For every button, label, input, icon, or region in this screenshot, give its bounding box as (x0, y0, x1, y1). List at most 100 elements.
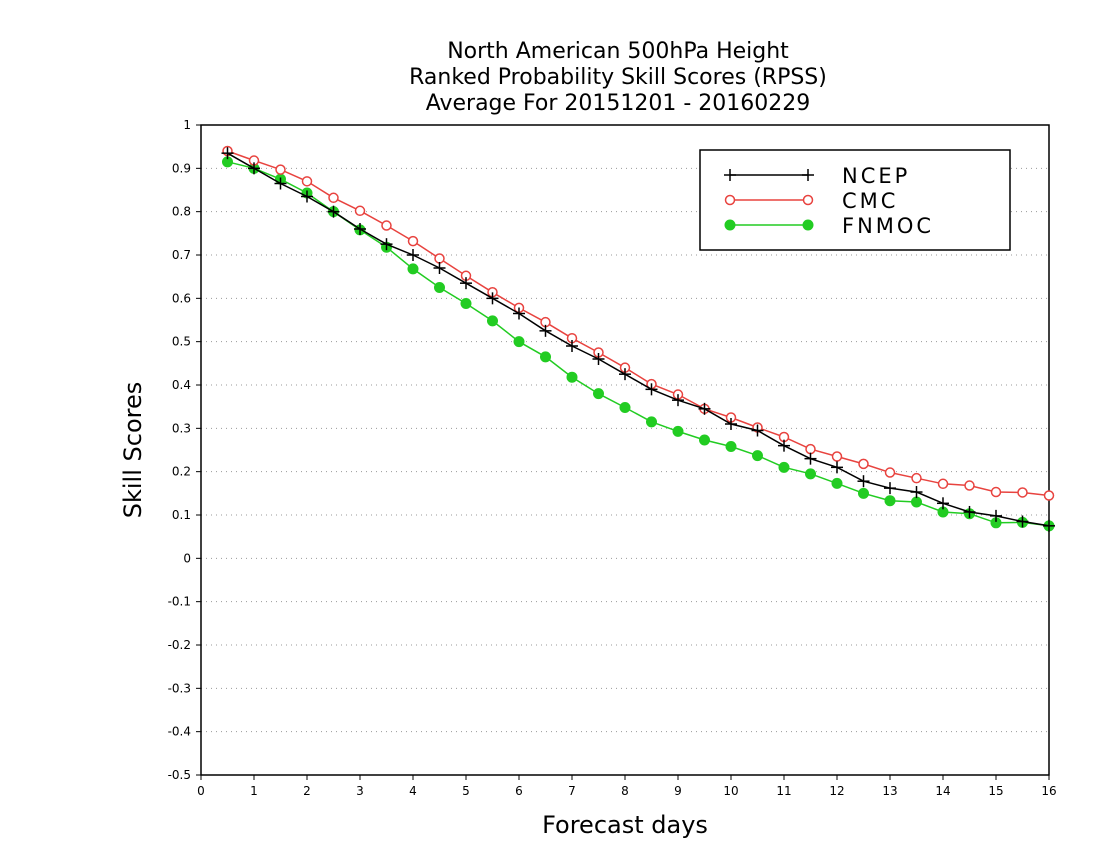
data-point-ncep (539, 324, 552, 337)
x-tick-label: 1 (250, 784, 258, 798)
x-tick-label: 3 (356, 784, 364, 798)
data-point-cmc (1043, 490, 1055, 501)
y-tick-label: 0.5 (172, 335, 191, 349)
data-point-fnmoc (778, 461, 790, 473)
x-tick-label: 5 (462, 784, 470, 798)
data-point-ncep (751, 424, 764, 437)
x-tick-label: 0 (197, 784, 205, 798)
data-point-ncep (857, 475, 870, 488)
legend-marker (802, 169, 814, 181)
data-point-ncep (301, 190, 313, 203)
series-lines (221, 145, 1055, 532)
y-tick-label: 0.1 (172, 508, 191, 522)
data-point-cmc (407, 235, 419, 247)
x-tick-label: 6 (515, 784, 523, 798)
data-point-cmc (434, 253, 445, 264)
data-point-cmc (858, 458, 869, 470)
gridlines (201, 167, 1049, 733)
data-point-fnmoc (460, 298, 472, 310)
data-point-cmc (301, 176, 313, 187)
data-point-ncep (884, 482, 896, 495)
x-tick-label: 9 (674, 784, 682, 798)
x-tick-label: 4 (409, 784, 417, 798)
data-point-ncep (248, 162, 260, 175)
legend-label-cmc: CMC (842, 189, 898, 213)
data-point-fnmoc (646, 416, 657, 428)
data-point-fnmoc (672, 425, 684, 437)
series-ncep (221, 147, 1055, 532)
data-point-ncep (990, 509, 1002, 522)
y-tick-label: 0.8 (172, 205, 191, 219)
data-point-ncep (672, 394, 684, 407)
y-tick-label: -0.5 (168, 768, 191, 782)
y-axis-title: Skill Scores (119, 382, 147, 519)
data-point-ncep (407, 249, 419, 261)
legend-marker (802, 194, 814, 206)
data-point-ncep (327, 205, 340, 218)
data-point-cmc (937, 478, 949, 490)
legend-marker (724, 169, 736, 181)
y-tick-label: -0.3 (168, 681, 191, 695)
data-point-ncep (513, 307, 525, 320)
data-point-cmc (884, 467, 896, 478)
x-tick-label: 2 (303, 784, 311, 798)
y-tick-label: 0 (183, 551, 191, 565)
title-line-3: Average For 20151201 - 20160229 (426, 91, 811, 116)
data-point-ncep (1043, 519, 1055, 532)
data-point-ncep (380, 238, 393, 251)
y-tick-label: 0.6 (172, 291, 191, 305)
data-point-cmc (990, 486, 1002, 498)
y-tick-label: 0.3 (172, 421, 191, 435)
data-point-cmc (831, 451, 843, 462)
data-point-fnmoc (884, 495, 896, 507)
data-point-fnmoc (911, 496, 922, 508)
data-point-cmc (1017, 487, 1028, 498)
y-tick-label: -0.4 (168, 725, 191, 739)
data-point-cmc (911, 472, 922, 484)
legend-label-ncep: NCEP (842, 164, 910, 188)
data-point-ncep (433, 262, 446, 274)
x-tick-label: 15 (988, 784, 1003, 798)
y-tick-label: -0.2 (168, 638, 191, 652)
axes: -0.5 -0.4 -0.3 -0.2 -0.1 0 0.1 0.2 0.3 0.4 0.5 0.6 0… (168, 118, 1057, 798)
data-point-fnmoc (487, 315, 498, 327)
data-point-cmc (354, 205, 366, 217)
data-point-ncep (937, 497, 949, 510)
x-tick-label: 10 (723, 784, 738, 798)
y-tick-label: 1 (183, 118, 191, 132)
series-cmc (222, 145, 1055, 501)
data-point-ncep (778, 439, 790, 452)
x-tick-label: 14 (935, 784, 950, 798)
data-point-fnmoc (831, 477, 843, 489)
legend-item-fnmoc: FNMOC (724, 214, 934, 238)
data-point-fnmoc (593, 388, 604, 400)
x-tick-label: 12 (829, 784, 844, 798)
y-tick-label: 0.9 (172, 161, 191, 175)
data-point-ncep (804, 452, 817, 465)
data-point-fnmoc (540, 351, 551, 363)
data-point-ncep (354, 223, 366, 235)
data-point-ncep (725, 418, 737, 430)
data-point-ncep (592, 353, 605, 365)
data-point-ncep (274, 177, 287, 190)
y-tick-label: 0.7 (172, 248, 191, 262)
legend-label-fnmoc: FNMOC (842, 214, 934, 238)
data-point-fnmoc (752, 450, 763, 462)
legend-marker (802, 219, 814, 231)
x-axis-title: Forecast days (542, 811, 708, 839)
data-point-fnmoc (513, 336, 525, 348)
data-point-fnmoc (407, 263, 419, 275)
data-point-ncep (963, 505, 976, 518)
chart-title: North American 500hPa Height Ranked Prob… (409, 39, 827, 116)
x-tick-label: 8 (621, 784, 629, 798)
y-tick-label: -0.1 (168, 595, 191, 609)
data-point-ncep (698, 402, 711, 415)
legend-marker (724, 219, 736, 231)
data-point-ncep (1016, 515, 1029, 528)
data-point-cmc (805, 443, 816, 455)
title-line-1: North American 500hPa Height (447, 39, 789, 64)
data-point-ncep (486, 292, 499, 305)
data-point-ncep (566, 340, 578, 352)
legend-marker (724, 194, 736, 206)
